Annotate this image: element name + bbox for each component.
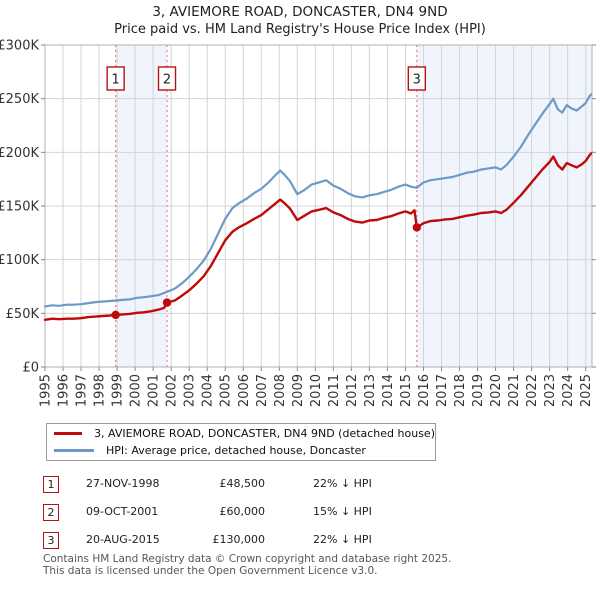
x-tick-label: 2005 bbox=[219, 374, 234, 407]
chart-legend: 3, AVIEMORE ROAD, DONCASTER, DN4 9ND (de… bbox=[46, 423, 436, 461]
x-tick-label: 2020 bbox=[489, 374, 504, 407]
x-tick-label: 2012 bbox=[345, 374, 360, 407]
x-tick-label: 2009 bbox=[291, 374, 306, 407]
transaction-row: 1 27-NOV-1998 £48,500 22% ↓ HPI bbox=[0, 476, 600, 494]
footer-line-1: Contains HM Land Registry data © Crown c… bbox=[43, 553, 452, 565]
transaction-number-badge: 3 bbox=[43, 532, 59, 549]
transaction-date: 27-NOV-1998 bbox=[86, 477, 160, 490]
sale-dot bbox=[111, 310, 120, 320]
x-tick-label: 2022 bbox=[525, 374, 540, 407]
hpi-line-swatch bbox=[54, 449, 94, 452]
y-tick-label: £200K bbox=[0, 146, 39, 161]
y-tick-label: £0 bbox=[22, 361, 39, 376]
x-tick-label: 2008 bbox=[273, 374, 288, 407]
y-tick-label: £250K bbox=[0, 92, 39, 107]
transaction-hpi-delta: 22% ↓ HPI bbox=[313, 477, 372, 490]
transaction-price: £48,500 bbox=[219, 477, 266, 490]
sale-marker-number: 1 bbox=[112, 73, 120, 88]
x-tick-label: 2024 bbox=[561, 374, 576, 407]
transaction-row: 3 20-AUG-2015 £130,000 22% ↓ HPI bbox=[0, 532, 600, 550]
transaction-hpi-delta: 15% ↓ HPI bbox=[313, 505, 372, 518]
transaction-price: £60,000 bbox=[219, 505, 266, 518]
x-tick-label: 2006 bbox=[237, 374, 252, 407]
sale-marker-box bbox=[157, 66, 177, 91]
sale-dot bbox=[162, 298, 172, 307]
footer-line-2: This data is licensed under the Open Gov… bbox=[43, 564, 378, 577]
legend-item-price-paid: 3, AVIEMORE ROAD, DONCASTER, DN4 9ND (de… bbox=[47, 427, 435, 441]
legend-label: 3, AVIEMORE ROAD, DONCASTER, DN4 9ND (de… bbox=[94, 427, 435, 440]
sale-marker-box bbox=[407, 66, 427, 91]
x-tick-label: 2023 bbox=[543, 374, 558, 407]
x-tick-label: 2011 bbox=[327, 374, 342, 407]
sale-marker-number: 3 bbox=[413, 73, 421, 88]
x-tick-label: 1998 bbox=[93, 374, 108, 407]
x-tick-label: 1995 bbox=[39, 374, 54, 407]
transaction-date: 09-OCT-2001 bbox=[86, 505, 159, 518]
x-tick-label: 2014 bbox=[381, 374, 396, 407]
x-tick-label: 2000 bbox=[129, 374, 144, 407]
x-tick-label: 2018 bbox=[453, 374, 468, 407]
x-tick-label: 1997 bbox=[75, 374, 90, 407]
page-subtitle: Price paid vs. HM Land Registry's House … bbox=[114, 22, 486, 37]
y-tick-label: £300K bbox=[0, 39, 39, 54]
x-tick-label: 1996 bbox=[57, 374, 72, 407]
price-paid-line bbox=[43, 152, 593, 321]
sale-marker-box bbox=[106, 66, 125, 91]
sale-marker-number: 2 bbox=[163, 73, 171, 88]
x-tick-label: 2016 bbox=[417, 374, 432, 407]
transaction-number-badge: 2 bbox=[43, 504, 59, 521]
y-tick-label: £150K bbox=[0, 200, 39, 215]
x-tick-label: 1999 bbox=[111, 374, 126, 407]
x-tick-label: 2025 bbox=[579, 374, 594, 407]
x-tick-label: 2001 bbox=[147, 374, 162, 407]
transaction-hpi-delta: 22% ↓ HPI bbox=[313, 533, 372, 546]
x-tick-label: 2017 bbox=[435, 374, 450, 407]
legend-label: HPI: Average price, detached house, Donc… bbox=[106, 444, 366, 457]
y-tick-label: £50K bbox=[6, 307, 40, 322]
price-paid-line-swatch bbox=[54, 432, 83, 435]
transaction-date: 20-AUG-2015 bbox=[86, 533, 160, 546]
x-tick-label: 2004 bbox=[201, 374, 216, 407]
x-tick-label: 2003 bbox=[183, 374, 198, 407]
sale-dot bbox=[412, 223, 422, 232]
hpi-line bbox=[43, 93, 593, 308]
x-tick-label: 2021 bbox=[507, 374, 522, 407]
license-footer: Contains HM Land Registry data © Crown c… bbox=[43, 553, 583, 577]
x-tick-label: 2002 bbox=[165, 374, 180, 407]
page-title: 3, AVIEMORE ROAD, DONCASTER, DN4 9ND bbox=[152, 4, 448, 20]
x-tick-label: 2015 bbox=[399, 374, 414, 407]
transaction-number-badge: 1 bbox=[43, 476, 59, 493]
legend-item-hpi: HPI: Average price, detached house, Donc… bbox=[47, 444, 435, 458]
x-tick-label: 2007 bbox=[255, 374, 270, 407]
x-tick-label: 2010 bbox=[309, 374, 324, 407]
transaction-price: £130,000 bbox=[212, 533, 266, 546]
y-tick-label: £100K bbox=[0, 253, 39, 268]
x-tick-label: 2013 bbox=[363, 374, 378, 407]
x-tick-label: 2019 bbox=[471, 374, 486, 407]
transaction-row: 2 09-OCT-2001 £60,000 15% ↓ HPI bbox=[0, 504, 600, 522]
